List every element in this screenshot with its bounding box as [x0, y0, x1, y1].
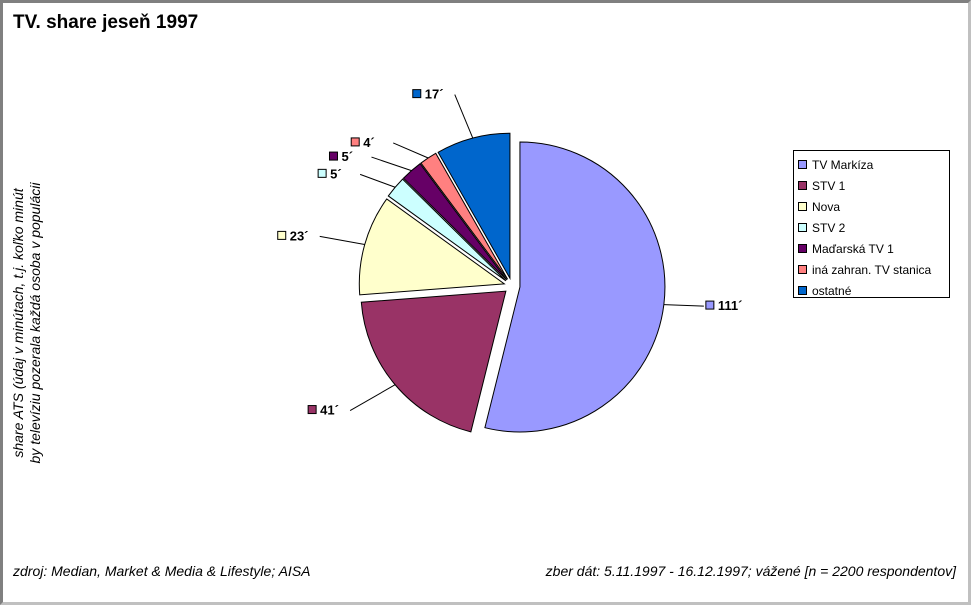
data-label-swatch-stv-1: [307, 405, 317, 415]
legend-swatch: [798, 202, 807, 211]
data-label-swatch-tv-markiza: [705, 300, 715, 310]
data-label-stv-1: 41´: [320, 403, 339, 418]
leader-line-madarska-tv-1: [371, 156, 412, 172]
leader-line-tv-markiza: [663, 304, 704, 307]
pie-slice-nova: [358, 198, 506, 296]
legend-swatch: [798, 244, 807, 253]
legend-item-stv-1: STV 1: [798, 175, 945, 196]
legend-label: iná zahran. TV stanica: [812, 262, 932, 277]
leader-line-ina-zahran-tv-stanica: [393, 142, 429, 159]
leader-line-nova: [319, 235, 365, 246]
legend-label: ostatné: [812, 283, 852, 298]
data-label-nova: 23´: [290, 228, 309, 243]
data-label-stv-2: 5´: [330, 166, 342, 181]
legend-swatch: [798, 265, 807, 274]
period-note: zber dát: 5.11.1997 - 16.12.1997; vážené…: [545, 563, 956, 579]
legend-item-madarska-tv-1: Maďarská TV 1: [798, 238, 945, 259]
legend-label: STV 1: [812, 178, 846, 193]
source-note: zdroj: Median, Market & Media & Lifestyl…: [13, 563, 311, 579]
legend-swatch: [798, 286, 807, 295]
legend-label: Maďarská TV 1: [812, 241, 894, 256]
pie-slice-tv-markiza: [484, 141, 666, 433]
legend-item-nova: Nova: [798, 196, 945, 217]
legend-item-ina-zahran-tv-stanica: iná zahran. TV stanica: [798, 259, 945, 280]
data-label-tv-markiza: 111´: [718, 298, 743, 313]
data-label-swatch-nova: [277, 230, 287, 240]
leader-line-stv-2: [359, 173, 396, 188]
legend-item-tv-markiza: TV Markíza: [798, 154, 945, 175]
legend-swatch: [798, 160, 807, 169]
data-label-swatch-madarska-tv-1: [328, 151, 338, 161]
data-label-swatch-ostatne: [412, 89, 422, 99]
legend-label: Nova: [812, 199, 841, 214]
leader-line-stv-1: [349, 384, 396, 411]
legend: TV Markíza STV 1 Nova STV 2 Maďarská TV 1 iná…: [793, 150, 950, 298]
data-label-swatch-ina-zahran-tv-stanica: [350, 137, 360, 147]
legend-label: TV Markíza: [812, 157, 874, 172]
data-label-ostatne: 17´: [425, 87, 444, 102]
pie-slice-stv-1: [360, 290, 507, 433]
legend-label: STV 2: [812, 220, 846, 235]
pie-slice-madarska-tv-1: [402, 163, 508, 281]
data-label-madarska-tv-1: 5´: [341, 149, 353, 164]
data-label-swatch-stv-2: [317, 168, 327, 178]
chart-title: TV. share jeseň 1997: [13, 12, 199, 33]
legend-swatch: [798, 181, 807, 190]
leader-line-ostatne: [454, 94, 474, 139]
legend-item-stv-2: STV 2: [798, 217, 945, 238]
data-label-ina-zahran-tv-stanica: 4´: [363, 135, 375, 150]
legend-item-ostatne: ostatné: [798, 280, 945, 301]
legend-swatch: [798, 223, 807, 232]
